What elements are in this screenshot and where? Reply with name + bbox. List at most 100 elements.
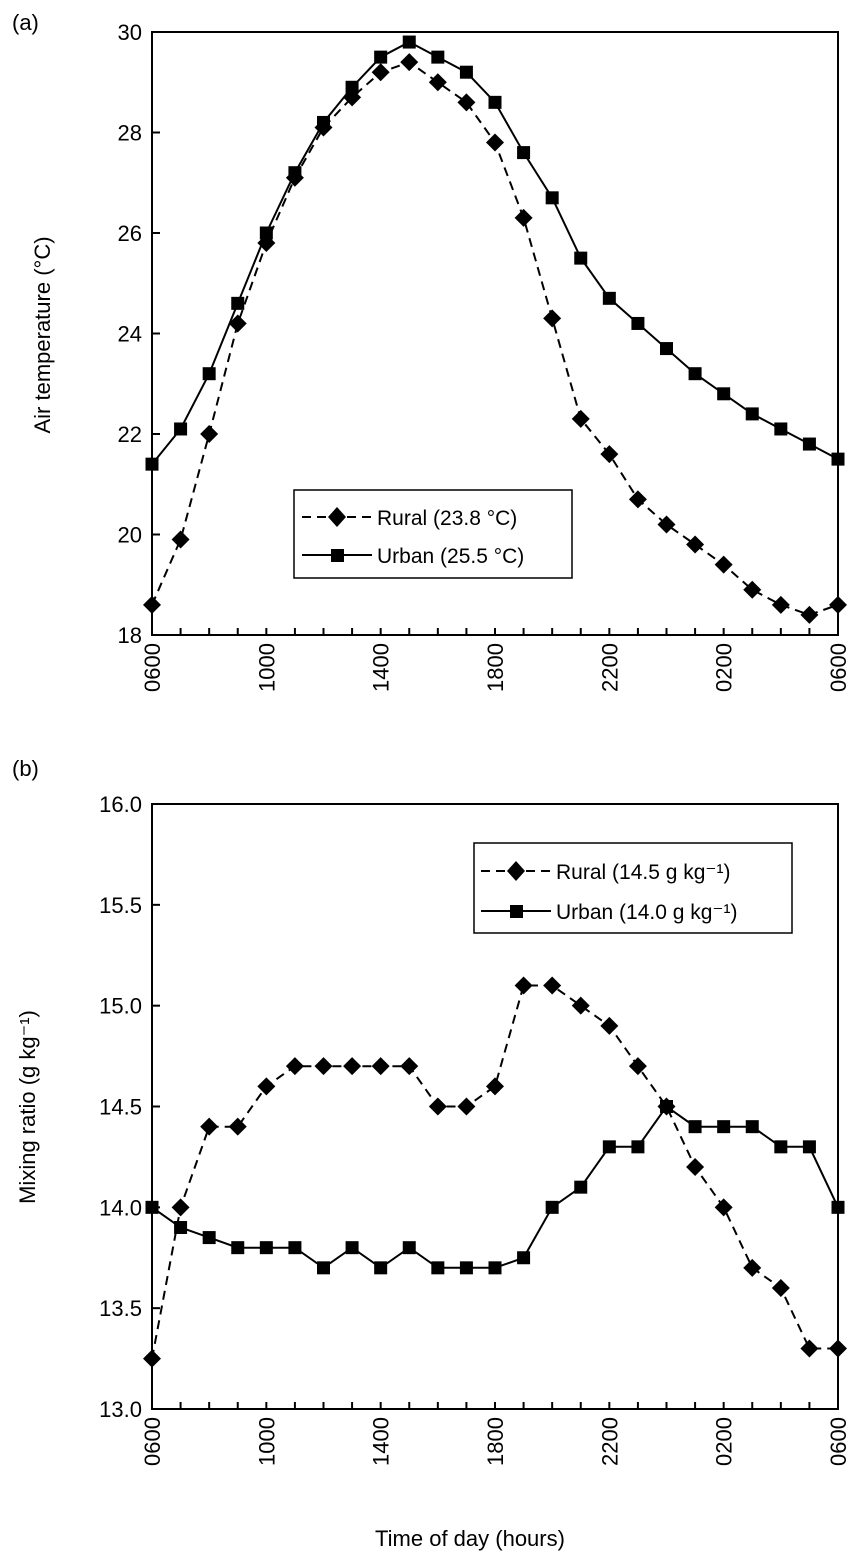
panel-a-rural-marker — [771, 595, 790, 614]
panel-b-rural-marker — [257, 1077, 276, 1096]
panel-b-urban-marker — [459, 1261, 473, 1275]
panel-b-urban-marker — [402, 1241, 416, 1255]
panel-b: (b) Mixing ratio (g kg⁻¹) 13.0 13.5 14.0 14… — [12, 756, 851, 1551]
panel-a-rural-marker — [371, 63, 390, 82]
panel-a-rural-marker — [600, 445, 619, 464]
panel-b-y-tick-label: 15.5 — [99, 893, 142, 918]
panel-b-rural-marker — [686, 1158, 705, 1176]
panel-b-rural-marker — [600, 1016, 619, 1035]
panel-b-rural-marker — [486, 1077, 504, 1096]
panel-b-rural-marker — [314, 1057, 333, 1076]
panel-a-rural-marker — [228, 314, 247, 333]
panel-a-y-tick-label: 24 — [118, 322, 142, 347]
panel-b-urban-marker — [345, 1241, 359, 1255]
panel-b-urban-marker — [831, 1200, 845, 1214]
panel-b-urban-marker — [660, 1100, 673, 1113]
panel-a-urban-marker — [688, 367, 702, 381]
panel-b-urban-marker — [488, 1261, 502, 1275]
panel-b-rural-marker — [514, 976, 533, 995]
panel-b-urban-marker — [802, 1140, 816, 1154]
panel-b-urban-marker — [774, 1140, 788, 1154]
panel-a-urban-marker — [231, 296, 245, 310]
panel-b-y-tick-label: 16.0 — [99, 792, 142, 817]
panel-a-x-tick-label: 0600 — [826, 643, 851, 692]
panel-b-y-tick-label: 14.0 — [99, 1195, 142, 1220]
panel-a-legend-urban-label: Urban (25.5 °C) — [377, 545, 524, 568]
panel-a-urban-marker — [574, 251, 588, 265]
panel-a-y-axis-label: Air temperature (°C) — [30, 236, 55, 433]
panel-b-urban-marker — [202, 1231, 216, 1245]
panel-a-urban-marker — [288, 166, 302, 180]
panel-a-y-tick-label: 22 — [118, 422, 142, 447]
panel-a-rural-marker — [486, 133, 504, 152]
panel-a-rural-marker — [829, 595, 847, 614]
panel-a-urban-marker — [802, 437, 816, 451]
panel-b-rural-marker — [228, 1117, 247, 1136]
panel-b-rural-marker — [200, 1117, 219, 1136]
panel-a-x-tick-label: 0600 — [140, 643, 165, 692]
panel-b-urban-marker — [717, 1120, 731, 1134]
panel-a-rural-marker — [686, 535, 705, 554]
panel-b-urban-marker — [431, 1261, 445, 1275]
panel-a-x-tick-label: 1800 — [483, 643, 508, 692]
panel-b-y-axis-label: Mixing ratio (g kg⁻¹) — [15, 1010, 40, 1204]
panel-a-series — [143, 35, 847, 624]
panel-a-urban-marker — [145, 457, 159, 471]
panel-a-y-tick-label: 28 — [118, 121, 142, 146]
panel-b-urban-marker — [517, 1251, 531, 1265]
panel-b-legend: Rural (14.5 g kg⁻¹) Urban (14.0 g kg⁻¹) — [473, 842, 793, 934]
panel-a-x-tick-label: 1400 — [369, 643, 394, 692]
panel-b-rural-marker — [543, 976, 562, 995]
panel-b-y-tick-label: 15.0 — [99, 994, 142, 1019]
panel-a-x-ticks: 0600 1000 1400 1800 2200 0200 0600 — [140, 628, 851, 692]
panel-a-urban-marker — [517, 146, 531, 160]
panel-b-urban-marker — [259, 1241, 273, 1255]
panel-a-rural-marker — [428, 73, 447, 92]
panel-a-urban-marker — [660, 342, 673, 356]
panel-b-rural-line — [151, 984, 838, 1359]
panel-a-legend-rural-marker — [328, 507, 346, 527]
panel-b-urban-marker — [374, 1261, 388, 1275]
panel-b-urban-marker — [688, 1120, 702, 1134]
panel-a-rural-marker — [800, 605, 819, 624]
panel-b-x-ticks: 0600 1000 1400 1800 2200 0200 0600 — [140, 1402, 851, 1466]
panel-b-urban-marker — [545, 1200, 559, 1214]
panel-b-y-tick-label: 13.0 — [99, 1397, 142, 1422]
panel-a-rural-marker — [200, 425, 219, 443]
panel-b-x-tick-label: 0600 — [826, 1417, 851, 1466]
panel-b-label: (b) — [12, 756, 39, 781]
panel-b-x-tick-label: 2200 — [597, 1417, 622, 1466]
panel-a-legend-rural-label: Rural (23.8 °C) — [377, 507, 517, 530]
panel-b-rural-marker — [171, 1198, 190, 1217]
panel-b-legend-urban-marker — [510, 905, 523, 918]
panel-a-rural-marker — [657, 515, 676, 534]
panel-a-label: (a) — [12, 10, 39, 35]
panel-a-rural-marker — [628, 490, 647, 509]
panel-a-urban-marker — [745, 407, 759, 421]
panel-a-urban-marker — [202, 367, 216, 381]
panel-a-urban-marker — [431, 50, 445, 64]
panel-a-x-tick-label: 0200 — [712, 643, 737, 692]
panel-a-rural-marker — [543, 309, 562, 328]
panel-a-y-tick-label: 26 — [118, 221, 142, 246]
panel-b-x-tick-label: 1800 — [483, 1417, 508, 1466]
panel-a-rural-marker — [400, 53, 419, 72]
panel-a-legend-urban-marker — [331, 549, 344, 562]
panel-a-urban-marker — [259, 226, 273, 240]
panel-b-series — [143, 976, 847, 1368]
panel-a-urban-marker — [174, 422, 188, 436]
panel-a-x-tick-label: 1000 — [254, 643, 279, 692]
panel-b-urban-marker — [631, 1140, 645, 1154]
panel-a-y-tick-label: 18 — [118, 623, 142, 648]
x-axis-label: Time of day (hours) — [375, 1526, 565, 1551]
panel-b-urban-marker — [317, 1261, 330, 1275]
panel-a-rural-marker — [743, 580, 762, 599]
panel-b-urban-line — [151, 1105, 839, 1270]
panel-a-urban-marker — [488, 95, 502, 109]
panel-a-urban-marker — [831, 452, 845, 466]
panel-a-rural-marker — [714, 555, 733, 574]
panel-a-x-tick-label: 2200 — [597, 643, 622, 692]
panel-b-legend-urban-label: Urban (14.0 g kg⁻¹) — [556, 901, 738, 924]
panel-a-urban-marker — [374, 50, 388, 64]
